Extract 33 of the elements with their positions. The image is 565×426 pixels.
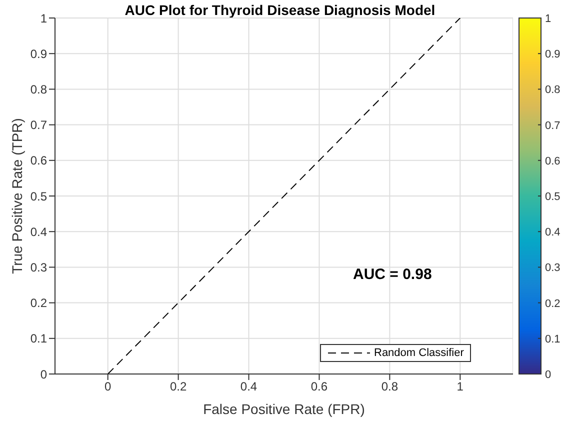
x-tick-label: 0 — [104, 380, 112, 394]
y-tick-label: 0.7 — [30, 118, 48, 132]
color-bar-label: 0.9 — [545, 48, 560, 61]
x-tick-label: 0.2 — [170, 380, 187, 394]
y-tick-label: 0.5 — [30, 189, 48, 204]
y-tick-label: 1 — [40, 11, 48, 26]
y-tick-label: 0.4 — [30, 224, 48, 239]
color-bar-label: 1 — [545, 13, 552, 25]
x-tick-label: 1 — [456, 380, 464, 394]
y-tick-label: 0.3 — [30, 260, 48, 274]
color-bar-label: 0.8 — [545, 84, 560, 96]
color-bar-label: 0.7 — [545, 120, 560, 132]
y-tick-label: 0.9 — [30, 46, 48, 61]
x-axis-title: False Positive Rate (FPR) — [203, 401, 365, 417]
legend-label: Random Classifier — [374, 347, 464, 359]
x-tick-label: 0.6 — [310, 380, 328, 394]
color-bar-label: 0.4 — [545, 226, 560, 239]
y-tick-label: 0 — [40, 367, 48, 382]
y-tick-label: 0.8 — [30, 82, 48, 96]
x-tick-label: 0.8 — [381, 380, 398, 394]
y-tick-label: 0.2 — [30, 296, 48, 310]
y-tick-label: 0.6 — [30, 154, 48, 168]
color-bar-label: 0.6 — [545, 155, 560, 168]
annotation: AUC = 0.98 — [353, 266, 432, 283]
y-axis-title: True Positive Rate (TPR) — [8, 118, 25, 274]
x-tick-label: 0.4 — [240, 380, 258, 394]
color-bar-label: 0 — [545, 369, 552, 381]
y-tick-label: 0.1 — [30, 332, 48, 346]
color-bar-label: 0.5 — [545, 191, 560, 203]
color-bar-label: 0.2 — [545, 298, 560, 310]
color-bar-label: 0.3 — [545, 262, 560, 274]
chart-title: AUC Plot for Thyroid Disease Diagnosis Model — [124, 2, 436, 18]
color-bar-label: 0.1 — [545, 333, 560, 346]
